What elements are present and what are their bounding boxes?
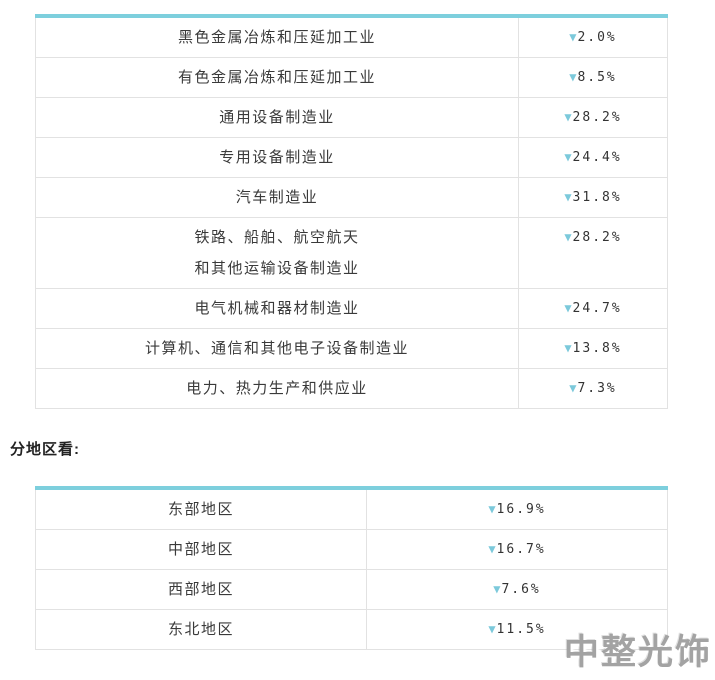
value-cell: ▼28.2% [518,217,668,289]
decline-value: 31.8% [572,190,622,205]
industry-label: 专用设备制造业 [35,137,519,178]
region-decline-table: 东部地区 ▼16.9% 中部地区 ▼16.7% 西部地区 ▼7.6% 东北地区 … [35,486,668,650]
region-label: 西部地区 [35,569,367,610]
value-cell: ▼13.8% [518,328,668,369]
table-row: 黑色金属冶炼和压延加工业 ▼2.0% [35,15,668,58]
value-cell: ▼24.4% [518,137,668,178]
decline-value: 13.8% [572,341,622,356]
table-row: 东北地区 ▼11.5% [35,609,668,650]
down-triangle-icon: ▼ [564,190,572,204]
industry-label: 通用设备制造业 [35,97,519,138]
industry-label: 有色金属冶炼和压延加工业 [35,57,519,98]
down-triangle-icon: ▼ [564,301,572,315]
region-label: 东北地区 [35,609,367,650]
value-cell: ▼16.7% [366,529,668,570]
industry-decline-table-body: 黑色金属冶炼和压延加工业 ▼2.0% 有色金属冶炼和压延加工业 ▼8.5% 通用… [35,15,668,409]
decline-value: 8.5% [577,70,617,85]
decline-value: 7.6% [501,582,541,597]
region-label: 东部地区 [35,487,367,530]
value-cell: ▼24.7% [518,288,668,329]
value-cell: ▼16.9% [366,487,668,530]
table-row: 中部地区 ▼16.7% [35,529,668,570]
down-triangle-icon: ▼ [569,70,577,84]
decline-value: 24.4% [572,150,622,165]
decline-value: 28.2% [572,230,622,245]
value-cell: ▼2.0% [518,15,668,58]
table-row: 专用设备制造业 ▼24.4% [35,137,668,178]
down-triangle-icon: ▼ [564,110,572,124]
table-row: 电气机械和器材制造业 ▼24.7% [35,288,668,329]
down-triangle-icon: ▼ [569,30,577,44]
industry-label: 铁路、船舶、航空航天 和其他运输设备制造业 [35,217,519,289]
table-row: 有色金属冶炼和压延加工业 ▼8.5% [35,57,668,98]
region-label: 中部地区 [35,529,367,570]
down-triangle-icon: ▼ [493,582,501,596]
table-row: 汽车制造业 ▼31.8% [35,177,668,218]
value-cell: ▼7.6% [366,569,668,610]
down-triangle-icon: ▼ [564,341,572,355]
watermark-logo: 中整光饰 [563,633,712,672]
table-row: 西部地区 ▼7.6% [35,569,668,610]
down-triangle-icon: ▼ [569,381,577,395]
value-cell: ▼31.8% [518,177,668,218]
table-row: 铁路、船舶、航空航天 和其他运输设备制造业 ▼28.2% [35,217,668,289]
value-cell: ▼28.2% [518,97,668,138]
decline-value: 16.7% [496,542,546,557]
table-row: 计算机、通信和其他电子设备制造业 ▼13.8% [35,328,668,369]
decline-value: 28.2% [572,110,622,125]
decline-value: 11.5% [496,622,546,637]
industry-label: 电气机械和器材制造业 [35,288,519,329]
table-row: 东部地区 ▼16.9% [35,487,668,530]
down-triangle-icon: ▼ [564,230,572,244]
section-heading: 分地区看: [10,441,80,458]
down-triangle-icon: ▼ [488,542,496,556]
decline-value: 2.0% [577,30,617,45]
down-triangle-icon: ▼ [488,502,496,516]
industry-label: 计算机、通信和其他电子设备制造业 [35,328,519,369]
region-decline-table-body: 东部地区 ▼16.9% 中部地区 ▼16.7% 西部地区 ▼7.6% 东北地区 … [35,487,668,650]
decline-value: 16.9% [496,502,546,517]
table-row: 通用设备制造业 ▼28.2% [35,97,668,138]
decline-value: 7.3% [577,381,617,396]
industry-label: 汽车制造业 [35,177,519,218]
decline-value: 24.7% [572,301,622,316]
value-cell: ▼8.5% [518,57,668,98]
value-cell: ▼11.5% [366,609,668,650]
industry-label: 黑色金属冶炼和压延加工业 [35,15,519,58]
value-cell: ▼7.3% [518,368,668,409]
industry-label: 电力、热力生产和供应业 [35,368,519,409]
industry-decline-table: 黑色金属冶炼和压延加工业 ▼2.0% 有色金属冶炼和压延加工业 ▼8.5% 通用… [35,14,668,409]
down-triangle-icon: ▼ [564,150,572,164]
table-row: 电力、热力生产和供应业 ▼7.3% [35,368,668,409]
down-triangle-icon: ▼ [488,622,496,636]
